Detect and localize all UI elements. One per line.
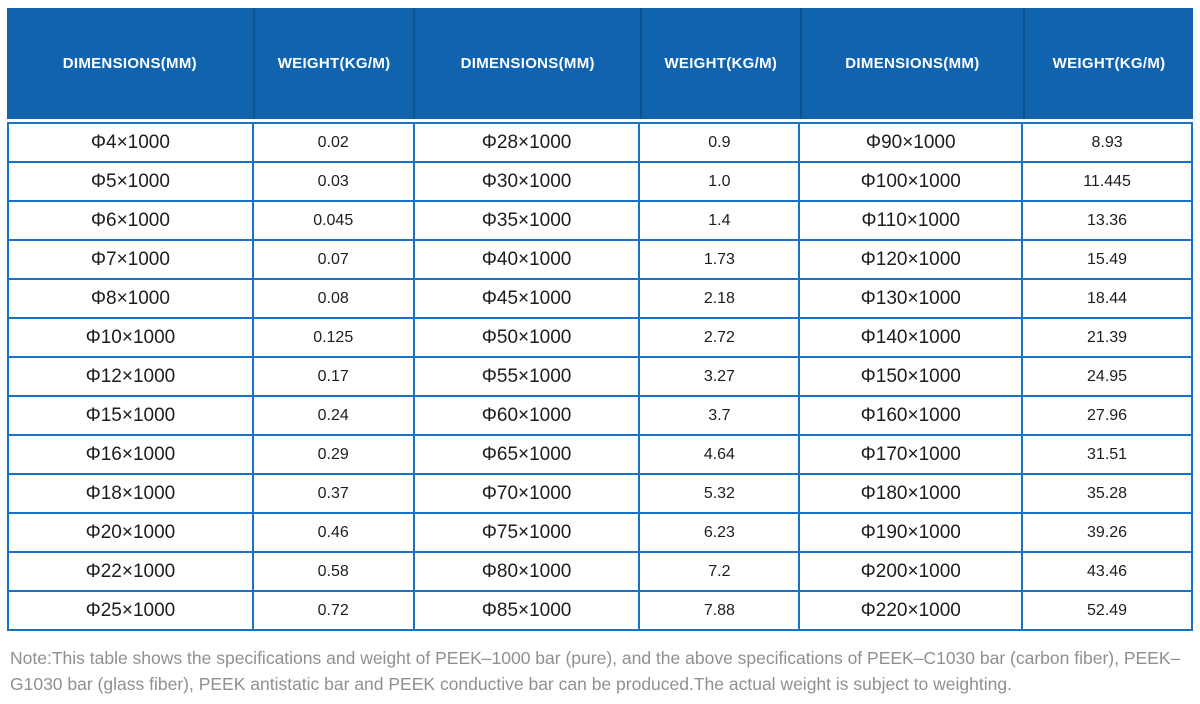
dimension-cell: Φ70×1000 [414,475,639,512]
weight-cell: 0.08 [253,280,413,317]
dimension-cell: Φ18×1000 [9,475,252,512]
dimension-cell: Φ30×1000 [414,163,639,200]
dimension-cell: Φ5×1000 [9,163,252,200]
dimension-cell: Φ50×1000 [414,319,639,356]
weight-cell: 8.93 [1023,124,1191,161]
weight-cell: 7.2 [640,553,799,590]
dimension-cell: Φ75×1000 [414,514,639,551]
dimension-cell: Φ20×1000 [9,514,252,551]
dimension-cell: Φ28×1000 [414,124,639,161]
dimension-cell: Φ200×1000 [800,553,1022,590]
weight-cell: 35.28 [1023,475,1191,512]
weight-cell: 43.46 [1023,553,1191,590]
weight-cell: 3.27 [640,358,799,395]
dimension-cell: Φ7×1000 [9,241,252,278]
weight-cell: 3.7 [640,397,799,434]
weight-cell: 52.49 [1023,592,1191,629]
header-cell-weight: WEIGHT(KG/M) [1023,8,1193,119]
dimension-cell: Φ180×1000 [800,475,1022,512]
header-cell-dimensions: DIMENSIONS(MM) [62,55,197,72]
dimension-cell: Φ100×1000 [800,163,1022,200]
dimension-cell: Φ120×1000 [800,241,1022,278]
weight-cell: 0.03 [253,163,413,200]
header-cell-dimensions: DIMENSIONS(MM) [413,8,639,119]
dimension-cell: Φ170×1000 [800,436,1022,473]
table-header-row: DIMENSIONS(MM) WEIGHT(KG/M) DIMENSIONS(MM)… [7,8,1193,119]
table-body: Φ4×1000 0.02 Φ28×1000 0.9 Φ90×1000 8.93 Φ5×100… [7,122,1193,631]
header-cell-weight: WEIGHT(KG/M) [252,8,414,119]
dimension-cell: Φ10×1000 [9,319,252,356]
weight-cell: 0.9 [640,124,799,161]
weight-cell: 0.58 [253,553,413,590]
dimension-cell: Φ45×1000 [414,280,639,317]
weight-cell: 2.72 [640,319,799,356]
weight-cell: 27.96 [1023,397,1191,434]
dimension-cell: Φ60×1000 [414,397,639,434]
weight-cell: 0.17 [253,358,413,395]
dimension-cell: Φ12×1000 [9,358,252,395]
weight-cell: 31.51 [1023,436,1191,473]
dimension-cell: Φ15×1000 [9,397,252,434]
note-text: Note:This table shows the specifications… [10,648,1181,694]
dimension-cell: Φ160×1000 [800,397,1022,434]
weight-cell: 0.24 [253,397,413,434]
weight-cell: 0.29 [253,436,413,473]
weight-cell: 7.88 [640,592,799,629]
weight-cell: 5.32 [640,475,799,512]
dimension-cell: Φ40×1000 [414,241,639,278]
weight-cell: 6.23 [640,514,799,551]
weight-cell: 0.07 [253,241,413,278]
header-body-gap [7,119,1193,122]
dimension-cell: Φ150×1000 [800,358,1022,395]
header-cell-weight: WEIGHT(KG/M) [639,8,800,119]
dimension-cell: Φ110×1000 [800,202,1022,239]
weight-cell: 1.0 [640,163,799,200]
dimension-cell: Φ90×1000 [800,124,1022,161]
dimension-cell: Φ22×1000 [9,553,252,590]
dimension-cell: Φ190×1000 [800,514,1022,551]
header-cell-dimensions: DIMENSIONS(MM) [799,8,1023,119]
dimension-cell: Φ65×1000 [414,436,639,473]
weight-cell: 21.39 [1023,319,1191,356]
dimension-cell: Φ6×1000 [9,202,252,239]
weight-cell: 0.045 [253,202,413,239]
dimension-cell: Φ130×1000 [800,280,1022,317]
weight-cell: 0.46 [253,514,413,551]
dimension-cell: Φ25×1000 [9,592,252,629]
weight-cell: 15.49 [1023,241,1191,278]
weight-cell: 1.73 [640,241,799,278]
weight-cell: 0.125 [253,319,413,356]
weight-cell: 2.18 [640,280,799,317]
weight-cell: 24.95 [1023,358,1191,395]
dimension-cell: Φ55×1000 [414,358,639,395]
weight-cell: 18.44 [1023,280,1191,317]
weight-cell: 1.4 [640,202,799,239]
weight-cell: 11.445 [1023,163,1191,200]
weight-cell: 39.26 [1023,514,1191,551]
dimension-cell: Φ4×1000 [9,124,252,161]
dimension-cell: Φ35×1000 [414,202,639,239]
dimension-cell: Φ16×1000 [9,436,252,473]
weight-cell: 0.37 [253,475,413,512]
dimension-cell: Φ85×1000 [414,592,639,629]
peek-bar-spec-table: DIMENSIONS(MM) WEIGHT(KG/M) DIMENSIONS(MM)… [7,8,1193,631]
dimension-cell: Φ220×1000 [800,592,1022,629]
dimension-cell: Φ8×1000 [9,280,252,317]
weight-cell: 4.64 [640,436,799,473]
weight-cell: 0.02 [253,124,413,161]
weight-cell: 13.36 [1023,202,1191,239]
dimension-cell: Φ140×1000 [800,319,1022,356]
weight-cell: 0.72 [253,592,413,629]
dimension-cell: Φ80×1000 [414,553,639,590]
